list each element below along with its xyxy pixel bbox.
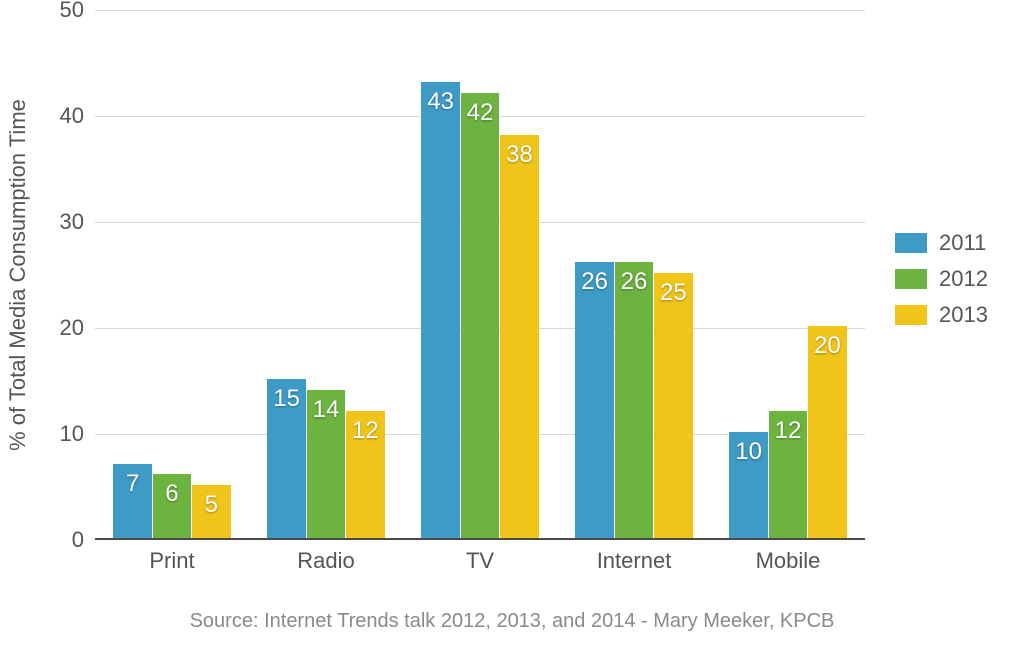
- bar: 10: [729, 432, 767, 538]
- bar-value-label: 7: [113, 470, 151, 498]
- legend-label: 2012: [939, 266, 988, 292]
- x-tick-label: TV: [466, 548, 494, 574]
- media-consumption-chart: % of Total Media Consumption Time 0 10 20 3…: [0, 0, 1024, 657]
- x-tick-label: Radio: [297, 548, 354, 574]
- legend-swatch: [895, 305, 927, 325]
- bar: 14: [307, 390, 345, 538]
- y-tick-label: 50: [34, 0, 84, 23]
- y-tick-label: 10: [34, 421, 84, 447]
- y-tick-label: 0: [34, 527, 84, 553]
- bar-value-label: 12: [769, 417, 807, 445]
- legend-label: 2011: [939, 230, 986, 256]
- bar-value-label: 26: [575, 268, 613, 296]
- x-tick-label: Mobile: [756, 548, 821, 574]
- legend-item: 2013: [895, 302, 988, 328]
- y-tick-label: 20: [34, 315, 84, 341]
- bar-value-label: 25: [654, 279, 692, 307]
- bar-value-label: 10: [729, 438, 767, 466]
- bar-value-label: 38: [500, 141, 538, 169]
- bar: 43: [421, 82, 459, 538]
- legend-swatch: [895, 269, 927, 289]
- bar: 38: [500, 135, 538, 538]
- legend: 2011 2012 2013: [895, 230, 988, 338]
- bar: 5: [192, 485, 230, 538]
- bar: 7: [113, 464, 151, 538]
- bar-value-label: 15: [267, 385, 305, 413]
- bar: 6: [153, 474, 191, 538]
- bar-value-label: 20: [808, 332, 846, 360]
- source-note: Source: Internet Trends talk 2012, 2013,…: [0, 610, 1024, 633]
- y-tick-label: 40: [34, 103, 84, 129]
- bar: 42: [461, 93, 499, 538]
- bar: 20: [808, 326, 846, 538]
- bar: 15: [267, 379, 305, 538]
- bar: 26: [615, 262, 653, 538]
- bar-value-label: 26: [615, 268, 653, 296]
- legend-swatch: [895, 233, 927, 253]
- gridline: [95, 10, 865, 11]
- bar: 12: [769, 411, 807, 538]
- bar-value-label: 43: [421, 88, 459, 116]
- x-tick-label: Print: [149, 548, 194, 574]
- x-tick-label: Internet: [597, 548, 672, 574]
- legend-label: 2013: [939, 302, 988, 328]
- plot-area: 765151412434238262625101220: [95, 10, 865, 540]
- bar-value-label: 5: [192, 491, 230, 519]
- legend-item: 2012: [895, 266, 988, 292]
- bar-value-label: 14: [307, 396, 345, 424]
- y-tick-label: 30: [34, 209, 84, 235]
- y-axis-title: % of Total Media Consumption Time: [5, 99, 31, 451]
- bar: 26: [575, 262, 613, 538]
- bar-value-label: 6: [153, 480, 191, 508]
- bar-value-label: 12: [346, 417, 384, 445]
- bar: 12: [346, 411, 384, 538]
- bar: 25: [654, 273, 692, 538]
- bar-value-label: 42: [461, 99, 499, 127]
- legend-item: 2011: [895, 230, 988, 256]
